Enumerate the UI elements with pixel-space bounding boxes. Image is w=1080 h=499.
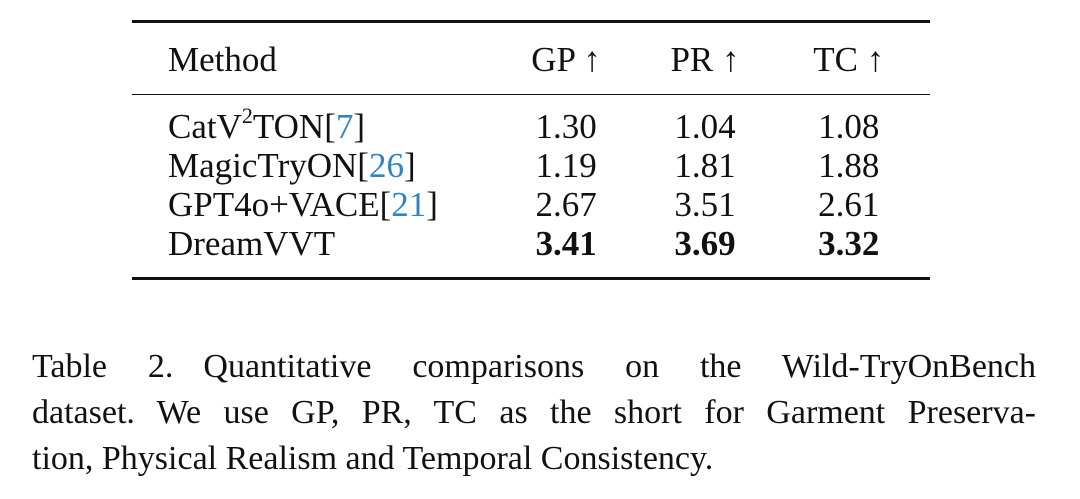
table-caption: Table 2. Quantitative comparisons on the …	[32, 344, 1036, 482]
citation-link[interactable]: 21	[391, 185, 427, 224]
citation-close-bracket: ]	[403, 146, 416, 185]
tc-value: 1.88	[818, 146, 880, 185]
tc-value: 2.61	[818, 185, 880, 224]
table-row: CatV2TON[7] 1.30 1.04 1.08	[132, 95, 930, 147]
citation-close-bracket: ]	[353, 107, 366, 146]
citation-open-bracket: [	[379, 185, 392, 224]
header-pr: PR ↑	[635, 21, 775, 95]
citation-link[interactable]: 26	[368, 146, 404, 185]
results-table-container: Method GP ↑ PR ↑ TC ↑ CatV2TON[7] 1.30 1…	[132, 20, 930, 280]
citation-link[interactable]: 7	[335, 107, 354, 146]
gp-value: 1.30	[535, 107, 597, 146]
gp-value: 2.67	[535, 185, 597, 224]
gp-value-best: 3.41	[535, 224, 597, 263]
table-row: DreamVVT 3.41 3.69 3.32	[132, 224, 930, 279]
method-name: MagicTryON	[168, 146, 358, 185]
table-row: MagicTryON[26] 1.19 1.81 1.88	[132, 146, 930, 185]
caption-line-3: tion, Physical Realism and Temporal Cons…	[32, 440, 714, 477]
caption-label: Table 2.	[32, 348, 174, 385]
method-name-suffix: TON	[252, 107, 325, 146]
results-table: Method GP ↑ PR ↑ TC ↑ CatV2TON[7] 1.30 1…	[132, 20, 930, 280]
citation-open-bracket: [	[357, 146, 369, 185]
caption-text-1: Quantitative comparisons on the Wild-Try…	[203, 348, 1036, 385]
method-superscript: 2	[241, 103, 253, 129]
gp-value: 1.19	[535, 146, 597, 185]
pr-value: 1.04	[674, 107, 736, 146]
method-name: DreamVVT	[168, 224, 336, 263]
method-cell: DreamVVT	[132, 224, 497, 279]
pr-value-best: 3.69	[674, 224, 736, 263]
header-gp: GP ↑	[496, 21, 636, 95]
method-name: CatV	[168, 107, 242, 146]
method-cell: CatV2TON[7]	[132, 95, 497, 147]
header-tc: TC ↑	[774, 21, 930, 95]
citation-close-bracket: ]	[426, 185, 438, 224]
table-row: GPT4o+VACE[21] 2.67 3.51 2.61	[132, 185, 930, 224]
tc-value-best: 3.32	[818, 224, 880, 263]
method-name: GPT4o+VACE	[168, 185, 380, 224]
method-cell: MagicTryON[26]	[132, 146, 497, 185]
table-header-row: Method GP ↑ PR ↑ TC ↑	[132, 21, 930, 95]
tc-value: 1.08	[818, 107, 880, 146]
caption-line-1: Table 2. Quantitative comparisons on the …	[32, 344, 1036, 390]
pr-value: 3.51	[674, 185, 736, 224]
pr-value: 1.81	[674, 146, 736, 185]
citation-open-bracket: [	[324, 107, 336, 146]
header-method: Method	[132, 21, 497, 95]
method-cell: GPT4o+VACE[21]	[132, 185, 497, 224]
caption-line-2: dataset. We use GP, PR, TC as the short …	[32, 394, 1036, 431]
